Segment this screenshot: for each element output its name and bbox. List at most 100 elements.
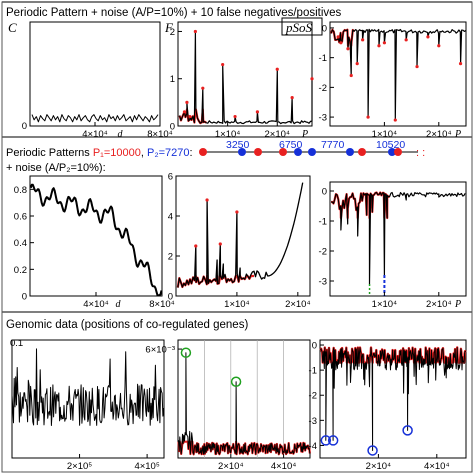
scale-marker-0 <box>199 148 207 156</box>
r1-c-xlabel: d <box>118 129 124 140</box>
r1-panel-s-frame <box>329 21 467 127</box>
scale-marker-2 <box>254 148 262 156</box>
r1-f-xtick-label-1: 2×10⁴ <box>265 129 290 140</box>
r3-c-series-line <box>11 348 165 426</box>
r2-f-peak-marker <box>218 242 222 246</box>
r1-s-ytick-label-2: -2 <box>319 83 327 94</box>
r2-panel-s-frame <box>329 181 467 297</box>
r1-panel-f-frame <box>177 21 313 127</box>
scale-marker-5 <box>308 148 316 156</box>
r1-s-dip-marker <box>346 47 350 51</box>
period-marker-scale: 3250 6750 7770 10520 : : <box>199 139 425 159</box>
row2-sep: , <box>141 147 147 159</box>
row1-title: Periodic Pattern + noise (A/P=10%) + 10 … <box>6 7 342 19</box>
r1-panel-s: 0 -1 -2 -3 1×10⁴ 2×10⁴ P <box>319 21 467 140</box>
r3-f-green-circle <box>180 347 192 358</box>
row2-p2: P₂=7270 <box>147 147 190 159</box>
r3-panel-c: 0.1 2×10⁵ 4×10⁵ <box>10 338 165 472</box>
r3-f-ytick-label-0: 6×10⁻³ <box>145 345 175 356</box>
r1-s-dip-marker <box>349 73 353 78</box>
scale-marker-1 <box>238 148 246 156</box>
r2-f-ytick-label-2: 4 <box>168 212 173 223</box>
r2-f-peak-marker <box>194 244 198 248</box>
r1-s-dip-marker <box>458 62 463 66</box>
label-c: C <box>8 20 17 35</box>
r1-f-peak-marker <box>275 67 279 71</box>
r2-f-xtick-label-0: 1×10⁴ <box>224 299 249 310</box>
r1-f-peak-marker <box>193 29 197 34</box>
r2-f-ytick-label-0: 0 <box>168 292 173 303</box>
r1-s-dip-marker <box>404 38 408 42</box>
r2-c-xtick-label-0: 4×10⁴ <box>83 299 108 310</box>
r2-f-xtick-label-1: 2×10⁴ <box>285 299 310 310</box>
r1-c-ytick-label-0: 0 <box>22 121 27 132</box>
r1-s-dip-marker <box>366 115 370 119</box>
r1-s-dip-marker <box>336 35 340 39</box>
r1-f-peak-marker <box>182 110 187 114</box>
r3-s-ytick-label-4: -4 <box>309 441 317 452</box>
r2-c-ytick-label-1: 0.2 <box>14 265 27 276</box>
r1-s-xlabel: P <box>454 129 461 140</box>
r1-f-peak-marker <box>188 114 192 119</box>
r1-s-ytick-label-1: -1 <box>319 53 327 64</box>
scale-marker-8 <box>388 148 396 156</box>
r3-s-ytick-label-1: -1 <box>309 366 317 377</box>
row2-sep2: : <box>190 147 193 159</box>
r1-f-peak-marker <box>221 62 225 67</box>
r3-panel-f: 6×10⁻³ 2×10⁴ 4×10⁴ <box>145 339 311 472</box>
r2-f-ytick-label-1: 2 <box>168 252 173 263</box>
r2-panel-c: 0 0.2 0.4 0.6 0.8 4×10⁴ 8×10⁴ d <box>14 175 175 310</box>
r1-c-series-line <box>31 114 159 123</box>
r1-f-peak-marker <box>290 96 294 100</box>
r3-s-series-line <box>320 347 467 451</box>
r2-s-xtick-label-1: 2×10⁴ <box>426 299 451 310</box>
r3-s-xtick-label-0: 2×10⁴ <box>366 461 391 472</box>
r2-c-xlabel: d <box>116 299 122 310</box>
r3-f-green-circle <box>230 376 242 388</box>
r1-panel-c: 4×10⁴ 8×10⁴ d 0 <box>22 21 173 140</box>
marker-label-1: 3250 <box>226 139 250 151</box>
r2-f-ytick-label-3: 6 <box>168 172 173 183</box>
r3-s-blue-circle <box>320 435 332 446</box>
r2-panel-f-frame <box>175 175 311 297</box>
r2-c-xtick-label-1: 8×10⁴ <box>149 299 174 310</box>
r2-s-ytick-label-3: -3 <box>319 277 327 288</box>
row2-title-prefix: Periodic Patterns <box>6 147 93 159</box>
r1-s-dip-marker <box>377 44 381 48</box>
row2-p1: P₁=10000 <box>93 147 141 159</box>
r3-s-xtick-label-1: 4×10⁴ <box>424 461 449 472</box>
r2-f-peak-marker <box>235 210 239 214</box>
scale-marker-4 <box>294 148 302 156</box>
r3-s-blue-circle <box>367 445 378 456</box>
marker-label-4: 10520 <box>376 139 405 151</box>
r1-s-dip-marker <box>426 35 430 39</box>
scale-marker-7 <box>358 148 366 156</box>
r3-panel-f-frame <box>177 339 311 459</box>
r2-s-ytick-label-2: -2 <box>319 247 327 258</box>
marker-dots: : : <box>416 147 425 159</box>
r1-f-ytick-label-1: 1 <box>170 74 175 85</box>
r1-panel-f: 0 1 2 1×10⁴ 2×10⁴ P <box>170 21 314 140</box>
r3-s-ytick-label-2: -2 <box>309 391 317 402</box>
row3-title: Genomic data (positions of co-regulated … <box>6 319 248 331</box>
r3-s-ytick-label-0: 0 <box>312 341 317 352</box>
r2-c-ytick-label-3: 0.6 <box>14 212 27 223</box>
r2-panel-s: 0 -1 -2 -3 1×10⁴ 2×10⁴ P <box>319 181 467 310</box>
r1-f-series-line <box>178 30 313 125</box>
r2-s-ytick-label-1: -1 <box>319 217 327 228</box>
r3-c-xtick-label-0: 2×10⁵ <box>67 461 92 472</box>
r1-s-dip-marker <box>339 41 343 45</box>
r2-s-ytick-label-0: 0 <box>322 187 327 198</box>
marker-label-2: 6750 <box>279 139 303 151</box>
r1-s-dip-marker <box>382 41 386 45</box>
r1-f-peak-marker <box>201 86 205 90</box>
r2-c-ytick-label-4: 0.8 <box>14 185 27 196</box>
r1-f-xtick-label-0: 1×10⁴ <box>215 129 240 140</box>
r1-s-xtick-label-0: 1×10⁴ <box>372 129 397 140</box>
r2-c-ytick-label-0: 0 <box>22 292 27 303</box>
r1-s-ytick-label-0: 0 <box>322 23 327 34</box>
r1-f-peak-marker <box>255 110 260 114</box>
r2-c-series-line <box>29 183 163 297</box>
r2-c-ytick-label-2: 0.4 <box>14 238 27 249</box>
